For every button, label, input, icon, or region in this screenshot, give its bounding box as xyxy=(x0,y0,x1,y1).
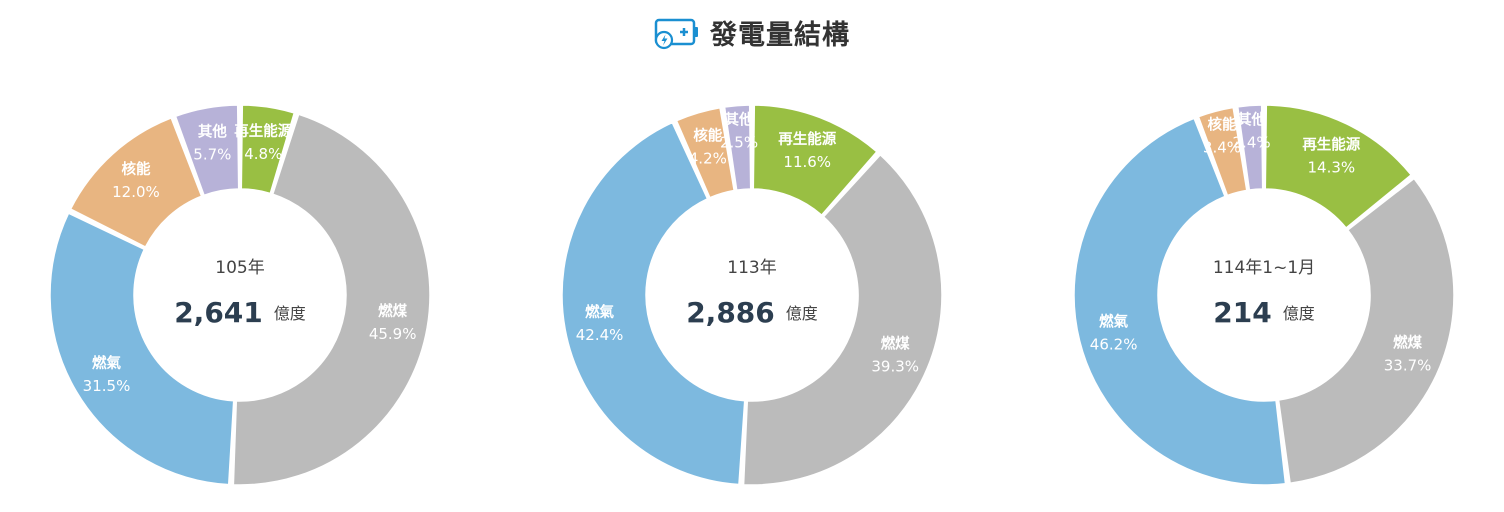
slice-percent-other: 2.4% xyxy=(1233,133,1271,151)
center-period-label: 113年 xyxy=(727,258,776,278)
battery-charging-icon xyxy=(654,18,698,50)
slice-percent-gas: 42.4% xyxy=(576,326,624,344)
center-total-unit: 億度 xyxy=(274,304,306,323)
slice-label-nuclear: 核能 xyxy=(121,160,150,178)
slice-percent-renewable: 14.3% xyxy=(1307,158,1355,176)
slice-label-nuclear: 核能 xyxy=(693,126,722,144)
center-period-label: 114年1~1月 xyxy=(1213,258,1315,278)
slice-label-gas: 燃氣 xyxy=(1099,313,1128,331)
slice-coal[interactable] xyxy=(1277,177,1455,484)
slice-label-gas: 燃氣 xyxy=(585,303,614,321)
slice-gas[interactable] xyxy=(561,121,746,486)
center-total-value: 2,886 xyxy=(686,296,775,329)
slice-nuclear[interactable] xyxy=(69,117,203,248)
slice-label-coal: 燃煤 xyxy=(881,334,910,352)
donut-chart-114-jan: 再生能源 14.3% 燃煤 33.7% 燃氣 46.2% 核能 3.4% 其他 2.4% 114年1… xyxy=(1069,100,1459,490)
slice-percent-coal: 39.3% xyxy=(871,357,919,375)
slice-label-other: 其他 xyxy=(1237,110,1267,128)
slice-other[interactable] xyxy=(723,104,752,191)
donut-svg: 再生能源 14.3% 燃煤 33.7% 燃氣 46.2% 核能 3.4% 其他 2.4% 114年1… xyxy=(1073,104,1455,486)
slice-other[interactable] xyxy=(1237,104,1264,191)
donut-svg: 再生能源 11.6% 燃煤 39.3% 燃氣 42.4% 核能 4.2% 其他 2.5% 113年 2… xyxy=(561,104,943,486)
donut-chart-113: 再生能源 11.6% 燃煤 39.3% 燃氣 42.4% 核能 4.2% 其他 2.5% 113年 2… xyxy=(557,100,947,490)
slice-gas[interactable] xyxy=(49,212,235,486)
slice-percent-nuclear: 12.0% xyxy=(112,183,160,201)
slice-renewable[interactable] xyxy=(240,104,296,195)
slice-label-coal: 燃煤 xyxy=(1393,333,1422,351)
slice-label-renewable: 再生能源 xyxy=(778,130,836,148)
slice-percent-other: 2.5% xyxy=(720,134,758,152)
slice-percent-gas: 46.2% xyxy=(1090,336,1138,354)
slice-coal[interactable] xyxy=(742,154,943,486)
slice-percent-renewable: 4.8% xyxy=(244,145,282,163)
slice-label-coal: 燃煤 xyxy=(378,302,407,320)
slice-percent-coal: 45.9% xyxy=(369,325,417,343)
slice-percent-other: 5.7% xyxy=(193,145,231,163)
slice-coal[interactable] xyxy=(232,113,431,486)
slice-renewable[interactable] xyxy=(1264,104,1412,229)
center-total-unit: 億度 xyxy=(786,304,818,323)
center-total-value: 214 xyxy=(1213,296,1271,329)
slice-percent-coal: 33.7% xyxy=(1384,356,1432,374)
center-total-unit: 億度 xyxy=(1283,304,1315,323)
slice-nuclear[interactable] xyxy=(1197,106,1248,197)
slice-other[interactable] xyxy=(174,104,240,197)
slice-label-renewable: 再生能源 xyxy=(234,122,292,140)
slice-label-gas: 燃氣 xyxy=(92,354,121,372)
center-period-label: 105年 xyxy=(215,258,264,278)
slice-label-other: 其他 xyxy=(198,122,227,140)
slice-percent-nuclear: 3.4% xyxy=(1203,138,1241,156)
chart-title: 發電量結構 xyxy=(710,19,850,51)
donut-svg: 再生能源 4.8% 燃煤 45.9% 燃氣 31.5% 核能 12.0% 其他 5.7% 105年 2… xyxy=(49,104,431,486)
slice-renewable[interactable] xyxy=(752,104,878,216)
donut-chart-105: 再生能源 4.8% 燃煤 45.9% 燃氣 31.5% 核能 12.0% 其他 5.7% 105年 2… xyxy=(45,100,435,490)
slice-nuclear[interactable] xyxy=(675,106,735,199)
slice-percent-nuclear: 4.2% xyxy=(689,149,727,167)
slice-gas[interactable] xyxy=(1073,117,1287,486)
chart-header: 發電量結構 xyxy=(0,10,1504,54)
slice-percent-gas: 31.5% xyxy=(83,377,131,395)
slice-label-other: 其他 xyxy=(725,111,754,129)
center-total-value: 2,641 xyxy=(174,296,263,329)
slice-label-nuclear: 核能 xyxy=(1207,115,1236,133)
slice-percent-renewable: 11.6% xyxy=(783,153,831,171)
slice-label-renewable: 再生能源 xyxy=(1302,135,1360,153)
